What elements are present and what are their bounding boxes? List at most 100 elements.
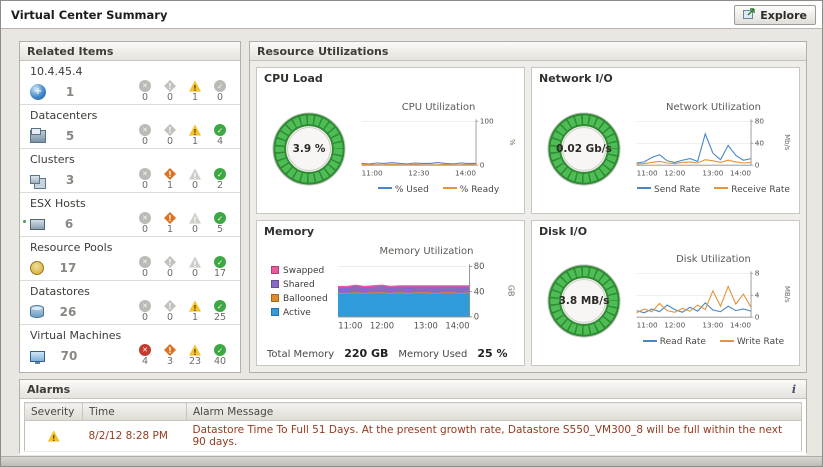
legend-item: Read Rate bbox=[642, 336, 706, 348]
warning-status-count: 0 bbox=[191, 268, 199, 279]
network-utilization-chart: 0 40 80 11:00 12:00 13:00 14:00 Mb/s bbox=[632, 113, 795, 184]
normal-status-count: 5 bbox=[216, 224, 224, 235]
svg-text:14:00: 14:00 bbox=[730, 168, 751, 177]
related-item-count: 17 bbox=[59, 260, 77, 275]
normal-status-count: 25 bbox=[213, 312, 227, 323]
legend-item: Shared bbox=[271, 280, 333, 290]
critical-status-count: 0 bbox=[166, 268, 174, 279]
normal-status-icon bbox=[214, 344, 226, 356]
critical-status-icon bbox=[164, 300, 176, 312]
related-item-10-4-45-4[interactable]: 10.4.45.4 1 0 0 bbox=[20, 61, 240, 105]
critical-status-icon bbox=[164, 212, 176, 224]
alarms-table: Severity Time Alarm Message 8/2/12 8:28 … bbox=[24, 402, 802, 452]
network-chart-title: Network Utilization bbox=[665, 101, 762, 113]
critical-status-count: 1 bbox=[166, 224, 174, 235]
info-icon[interactable]: i bbox=[791, 382, 796, 396]
related-item-virtual-machines[interactable]: Virtual Machines 70 4 3 bbox=[20, 325, 240, 369]
vcenter-icon bbox=[30, 83, 46, 100]
fatal-status-count: 0 bbox=[141, 180, 149, 191]
normal-status-count: 2 bbox=[216, 180, 224, 191]
svg-text:8: 8 bbox=[755, 269, 760, 278]
svg-text:12:00: 12:00 bbox=[664, 168, 685, 177]
related-item-label: Virtual Machines bbox=[30, 329, 122, 342]
svg-text:12:00: 12:00 bbox=[664, 320, 685, 329]
host-icon bbox=[23, 219, 45, 230]
related-item-resource-pools[interactable]: Resource Pools 17 0 0 bbox=[20, 237, 240, 281]
column-message[interactable]: Alarm Message bbox=[186, 402, 802, 421]
svg-text:0: 0 bbox=[474, 311, 479, 321]
cpu-utilization-chart: 0 100 11:00 12:30 14:00% bbox=[357, 113, 520, 184]
svg-text:100: 100 bbox=[480, 116, 494, 125]
svg-text:80: 80 bbox=[474, 261, 485, 271]
fatal-status-icon bbox=[139, 168, 151, 180]
network-io-title: Network I/O bbox=[539, 72, 613, 85]
critical-status-icon bbox=[164, 168, 176, 180]
svg-text:13:00: 13:00 bbox=[702, 168, 723, 177]
svg-text:13:00: 13:00 bbox=[414, 320, 438, 330]
related-item-count: 5 bbox=[65, 128, 75, 143]
cluster-icon bbox=[30, 174, 40, 184]
total-memory-label: Total Memory bbox=[267, 349, 335, 360]
related-item-datastores[interactable]: Datastores 26 0 0 bbox=[20, 281, 240, 325]
warning-status-icon bbox=[189, 124, 201, 136]
svg-text:11:00: 11:00 bbox=[637, 320, 658, 329]
alarm-row[interactable]: 8/2/12 8:28 PM Datastore Time To Full 51… bbox=[24, 420, 802, 452]
svg-text:0: 0 bbox=[480, 160, 485, 169]
related-item-count: 3 bbox=[65, 172, 75, 187]
related-item-clusters[interactable]: Clusters 3 0 1 bbox=[20, 149, 240, 193]
fatal-status-count: 0 bbox=[141, 92, 149, 103]
related-item-datacenters[interactable]: Datacenters 5 0 0 bbox=[20, 105, 240, 149]
critical-status-count: 0 bbox=[166, 92, 174, 103]
legend-item: % Ready bbox=[442, 184, 499, 196]
legend-item: Active bbox=[271, 308, 333, 318]
warning-status-icon bbox=[189, 168, 201, 180]
column-time[interactable]: Time bbox=[82, 402, 187, 421]
fatal-status-icon bbox=[139, 256, 151, 268]
vm-icon bbox=[30, 350, 45, 364]
datacenter-icon bbox=[30, 128, 46, 143]
disk-chart-title: Disk Utilization bbox=[676, 254, 751, 266]
svg-text:12:00: 12:00 bbox=[370, 320, 394, 330]
fatal-status-count: 0 bbox=[141, 312, 149, 323]
svg-text:11:00: 11:00 bbox=[338, 320, 362, 330]
legend-item: Write Rate bbox=[719, 336, 784, 348]
related-item-label: Datastores bbox=[30, 285, 90, 298]
legend-item: Send Rate bbox=[637, 184, 700, 196]
related-item-count: 1 bbox=[65, 84, 75, 99]
svg-text:MB/s: MB/s bbox=[783, 286, 791, 303]
related-item-esx-hosts[interactable]: ESX Hosts 6 0 1 bbox=[20, 193, 240, 237]
explore-icon bbox=[743, 7, 756, 23]
svg-text:12:30: 12:30 bbox=[408, 168, 429, 177]
related-items-header: Related Items bbox=[20, 42, 240, 61]
legend-item: Ballooned bbox=[271, 294, 333, 304]
svg-text:%: % bbox=[508, 139, 516, 146]
related-item-count: 70 bbox=[60, 348, 78, 363]
normal-status-icon bbox=[214, 80, 226, 92]
fatal-status-icon bbox=[139, 80, 151, 92]
disk-io-panel: Disk I/O 3.8 MB/s bbox=[531, 219, 800, 366]
warning-status-count: 1 bbox=[191, 92, 199, 103]
svg-text:4: 4 bbox=[755, 291, 760, 300]
critical-status-icon bbox=[164, 80, 176, 92]
svg-text:14:00: 14:00 bbox=[455, 168, 476, 177]
explore-label: Explore bbox=[760, 8, 807, 22]
fatal-status-count: 0 bbox=[141, 268, 149, 279]
memory-legend: Swapped Shared Ballooned Active bbox=[261, 266, 333, 318]
alarms-title: Alarms bbox=[27, 382, 71, 396]
critical-status-count: 1 bbox=[166, 180, 174, 191]
svg-text:40: 40 bbox=[755, 138, 765, 147]
warning-status-icon bbox=[189, 300, 201, 312]
cpu-load-gauge: 3.9 % bbox=[270, 110, 348, 188]
alarm-message: Datastore Time To Full 51 Days. At the p… bbox=[186, 420, 802, 452]
explore-button[interactable]: Explore bbox=[734, 5, 816, 25]
alarms-panel: Alarms i Severity Time Alarm Message 8/2… bbox=[19, 379, 807, 455]
fatal-status-count: 4 bbox=[141, 356, 149, 367]
normal-status-icon bbox=[214, 124, 226, 136]
related-item-label: ESX Hosts bbox=[30, 197, 86, 210]
warning-severity-icon bbox=[47, 430, 60, 442]
resource-utilizations-header: Resource Utilizations bbox=[250, 42, 806, 61]
resource-utilizations-panel: Resource Utilizations CPU Load bbox=[249, 41, 807, 373]
column-severity[interactable]: Severity bbox=[24, 402, 83, 421]
normal-status-count: 4 bbox=[216, 136, 224, 147]
